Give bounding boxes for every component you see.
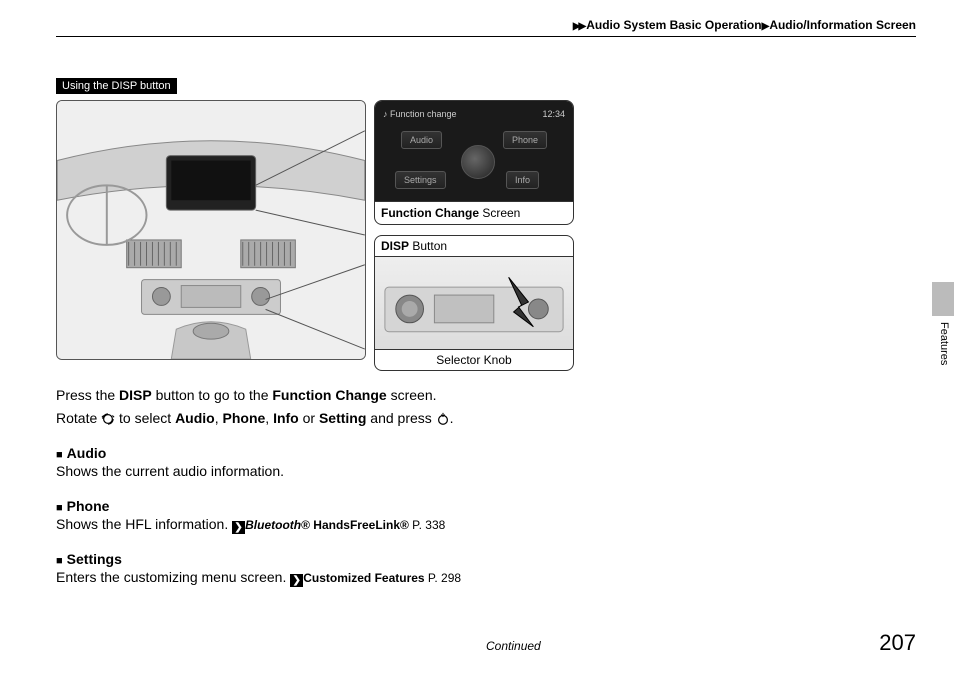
- bullet-icon: ■: [56, 555, 63, 567]
- fc-caption: Function Change Screen: [375, 201, 573, 224]
- screen-audio-button: Audio: [401, 131, 442, 149]
- text: Rotate: [56, 410, 101, 426]
- section-title: Audio: [67, 445, 107, 461]
- section-tag: Using the DISP button: [56, 78, 177, 94]
- text: button to go to the: [152, 387, 273, 403]
- selector-caption: Selector Knob: [375, 349, 573, 370]
- xref-page: P. 338: [409, 518, 445, 532]
- text: Enters the customizing menu screen.: [56, 569, 290, 585]
- text: and press: [366, 410, 435, 426]
- screen-title: Function change: [390, 109, 457, 119]
- screen-knob-icon: [461, 145, 495, 179]
- breadcrumb-1: Audio System Basic Operation: [586, 18, 761, 32]
- disp-label-bold: DISP: [381, 239, 409, 253]
- section-body: Shows the current audio information.: [56, 461, 916, 482]
- dashboard-illustration: [56, 100, 366, 360]
- section-body: Shows the HFL information. ❯Bluetooth® H…: [56, 514, 916, 535]
- text: ,: [265, 410, 273, 426]
- xref-text: Bluetooth: [245, 518, 301, 532]
- disp-illustration: [375, 257, 573, 349]
- text: .: [450, 410, 454, 426]
- disp-label-rest: Button: [409, 239, 447, 253]
- clock-display: 12:34: [542, 109, 565, 119]
- press-knob-icon: [436, 412, 450, 426]
- screen-info-button: Info: [506, 171, 539, 189]
- disp-label: DISP Button: [375, 236, 573, 257]
- xref-text: Customized Features: [303, 571, 424, 585]
- xref-page: P. 298: [425, 571, 461, 585]
- page-number: 207: [879, 630, 916, 656]
- text-bold: Phone: [223, 410, 266, 426]
- bullet-icon: ■: [56, 449, 63, 461]
- continued-label: Continued: [486, 639, 541, 653]
- fc-caption-rest: Screen: [479, 206, 520, 220]
- section-settings: ■ Settings: [56, 551, 916, 567]
- section-audio: ■ Audio: [56, 445, 916, 461]
- arrow-icon: ▶▶: [573, 21, 584, 32]
- body-text: Press the DISP button to go to the Funct…: [56, 385, 916, 429]
- breadcrumb-2: Audio/Information Screen: [769, 18, 916, 32]
- text: screen.: [387, 387, 437, 403]
- xref-text: HandsFreeLink: [310, 518, 400, 532]
- fc-caption-bold: Function Change: [381, 206, 479, 220]
- text: or: [299, 410, 319, 426]
- text-bold: Info: [273, 410, 299, 426]
- arrow-icon: ▶: [762, 21, 768, 32]
- screen-simulation: ♪ Function change 12:34 Audio Phone Sett…: [375, 101, 573, 201]
- xref-icon: ❯: [232, 521, 245, 534]
- disp-button-callout: DISP Button Selector Knob: [374, 235, 574, 371]
- screen-phone-button: Phone: [503, 131, 547, 149]
- figure-row: ♪ Function change 12:34 Audio Phone Sett…: [56, 100, 916, 371]
- text-bold: DISP: [119, 387, 152, 403]
- section-phone: ■ Phone: [56, 498, 916, 514]
- text: Press the: [56, 387, 119, 403]
- footer: Continued 207: [56, 630, 916, 656]
- function-change-callout: ♪ Function change 12:34 Audio Phone Sett…: [374, 100, 574, 225]
- text: Shows the HFL information.: [56, 516, 232, 532]
- text: to select: [115, 410, 175, 426]
- section-body: Enters the customizing menu screen. ❯Cus…: [56, 567, 916, 588]
- text: ,: [215, 410, 223, 426]
- section-title: Settings: [67, 551, 122, 567]
- section-title: Phone: [67, 498, 110, 514]
- text-bold: Setting: [319, 410, 366, 426]
- text-bold: Function Change: [272, 387, 386, 403]
- text-bold: Audio: [175, 410, 215, 426]
- xref-icon: ❯: [290, 574, 303, 587]
- bullet-icon: ■: [56, 502, 63, 514]
- music-icon: ♪: [383, 109, 388, 119]
- rotate-knob-icon: [101, 412, 115, 426]
- breadcrumb: ▶▶Audio System Basic Operation▶Audio/Inf…: [56, 18, 916, 37]
- screen-settings-button: Settings: [395, 171, 446, 189]
